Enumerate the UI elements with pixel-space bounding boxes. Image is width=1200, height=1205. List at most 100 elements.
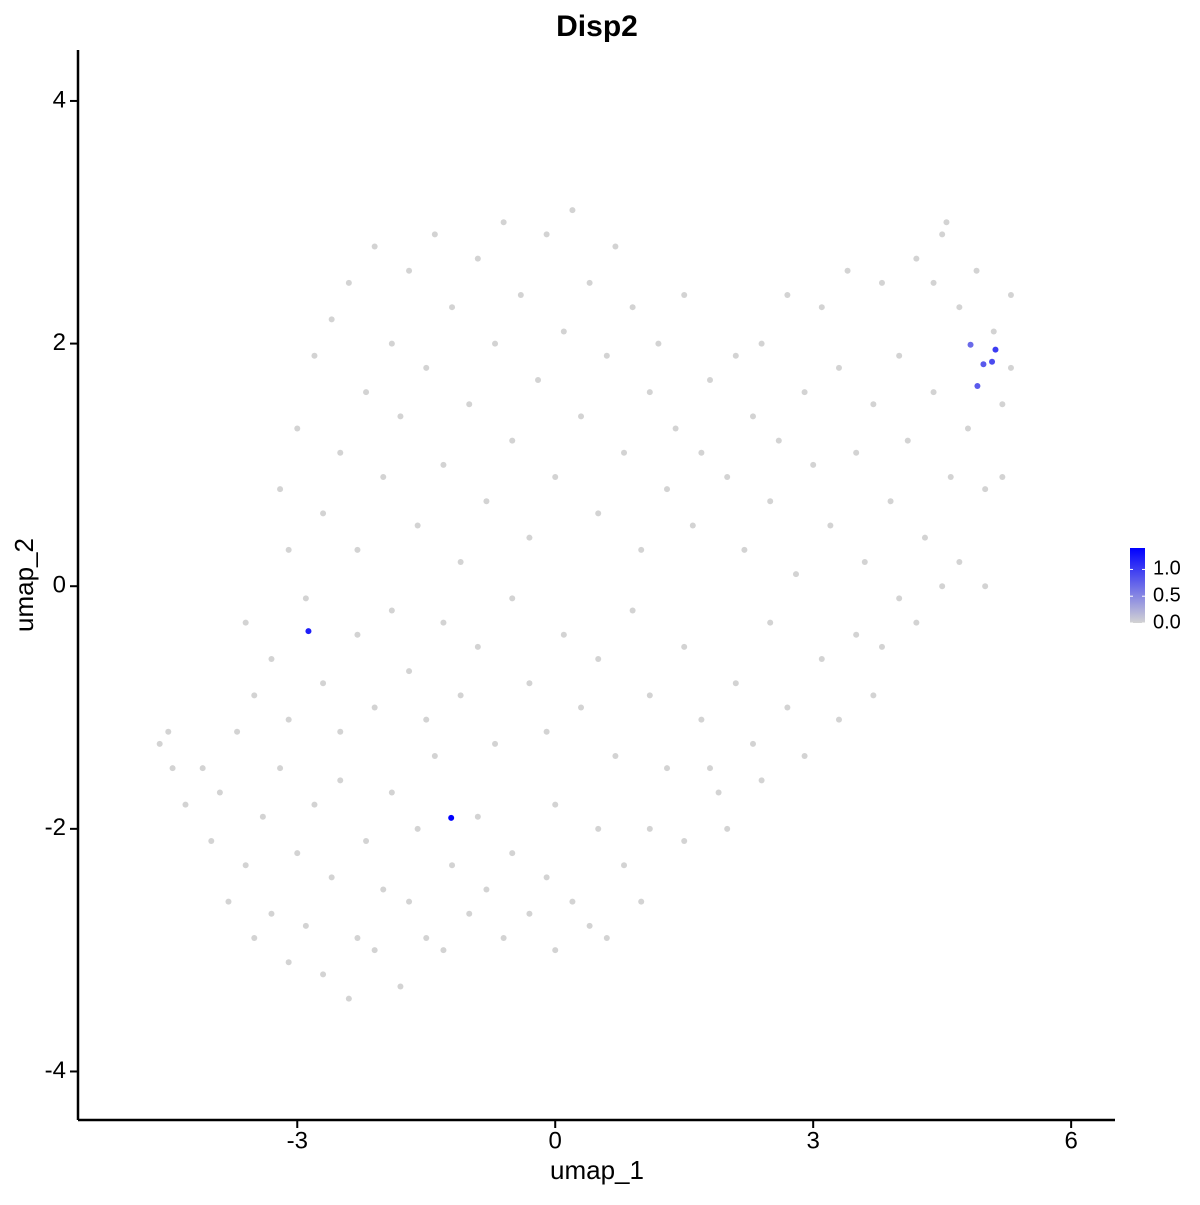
cell-point xyxy=(363,389,370,396)
cell-point xyxy=(423,364,430,371)
cell-point xyxy=(853,449,860,456)
cell-point xyxy=(664,765,671,772)
cell-point xyxy=(474,813,481,820)
cell-point xyxy=(165,728,172,735)
cell-point xyxy=(586,279,593,286)
cell-point xyxy=(921,534,928,541)
cell-point xyxy=(397,983,404,990)
cell-point xyxy=(251,935,258,942)
cell-point xyxy=(801,389,808,396)
cell-point xyxy=(655,340,662,347)
cell-point xyxy=(457,558,464,565)
cell-point xyxy=(543,231,550,238)
cell-point xyxy=(947,474,954,481)
cell-point xyxy=(169,765,176,772)
cell-point xyxy=(767,619,774,626)
cell-point xyxy=(629,607,636,614)
cell-point xyxy=(749,413,756,420)
cell-point xyxy=(440,619,447,626)
cell-point xyxy=(268,910,275,917)
cell-point xyxy=(792,571,799,578)
cell-point xyxy=(182,801,189,808)
cell-point xyxy=(380,474,387,481)
cell-point xyxy=(285,959,292,966)
cell-point xyxy=(913,255,920,262)
cell-point xyxy=(1007,364,1014,371)
cell-point xyxy=(500,219,507,226)
cell-point xyxy=(423,716,430,723)
cell-point xyxy=(844,267,851,274)
cell-point xyxy=(294,850,301,857)
cell-point xyxy=(621,862,628,869)
chart-title: Disp2 xyxy=(556,10,638,43)
cell-point xyxy=(569,207,576,214)
cell-point xyxy=(767,498,774,505)
cell-point xyxy=(707,376,714,383)
cell-point xyxy=(509,437,516,444)
cell-point xyxy=(305,628,312,635)
cell-point xyxy=(646,825,653,832)
cell-point xyxy=(457,692,464,699)
cell-point xyxy=(517,292,524,299)
cell-point xyxy=(431,231,438,238)
cell-point xyxy=(406,898,413,905)
cell-point xyxy=(784,704,791,711)
x-axis-label: umap_1 xyxy=(550,1155,644,1185)
cell-point xyxy=(337,449,344,456)
cell-point xyxy=(930,389,937,396)
cell-point xyxy=(397,413,404,420)
cell-point xyxy=(595,825,602,832)
cell-point xyxy=(913,619,920,626)
cell-point xyxy=(285,716,292,723)
legend-tick-label: 0.5 xyxy=(1153,584,1181,606)
cell-point xyxy=(509,595,516,602)
cell-point xyxy=(560,631,567,638)
y-tick-label: 0 xyxy=(53,572,66,599)
cell-point xyxy=(578,704,585,711)
cell-point xyxy=(853,631,860,638)
cell-point xyxy=(681,837,688,844)
y-tick-label: 4 xyxy=(53,86,66,113)
cell-point xyxy=(741,546,748,553)
cell-point xyxy=(543,874,550,881)
cell-point xyxy=(646,389,653,396)
cell-point xyxy=(225,898,232,905)
y-axis-label: umap_2 xyxy=(9,538,39,632)
cell-point xyxy=(156,740,163,747)
cell-point xyxy=(259,813,266,820)
cell-point xyxy=(990,328,997,335)
cell-point xyxy=(552,801,559,808)
cell-point xyxy=(466,910,473,917)
cell-point xyxy=(302,922,309,929)
cell-point xyxy=(749,740,756,747)
legend-tick-label: 1.0 xyxy=(1153,558,1181,580)
cell-point xyxy=(758,340,765,347)
cell-point xyxy=(423,935,430,942)
cell-point xyxy=(939,583,946,590)
cell-point xyxy=(870,692,877,699)
cell-point xyxy=(896,352,903,359)
cell-point xyxy=(595,510,602,517)
cell-point xyxy=(354,546,361,553)
cell-point xyxy=(380,886,387,893)
legend-tick-label: 0.0 xyxy=(1153,611,1181,633)
cell-point xyxy=(999,401,1006,408)
cell-point xyxy=(302,595,309,602)
cell-point xyxy=(363,837,370,844)
cell-point xyxy=(440,461,447,468)
cell-point xyxy=(552,947,559,954)
cell-point xyxy=(406,668,413,675)
cell-point xyxy=(285,546,292,553)
cell-point xyxy=(216,789,223,796)
cell-point xyxy=(311,352,318,359)
cell-point xyxy=(474,643,481,650)
cell-point xyxy=(973,267,980,274)
cell-point xyxy=(698,449,705,456)
cell-point xyxy=(681,292,688,299)
cell-point xyxy=(578,413,585,420)
cell-point xyxy=(896,595,903,602)
x-tick-label: 0 xyxy=(549,1127,562,1154)
cell-point xyxy=(242,619,249,626)
cell-point xyxy=(974,383,981,390)
cell-point xyxy=(199,765,206,772)
